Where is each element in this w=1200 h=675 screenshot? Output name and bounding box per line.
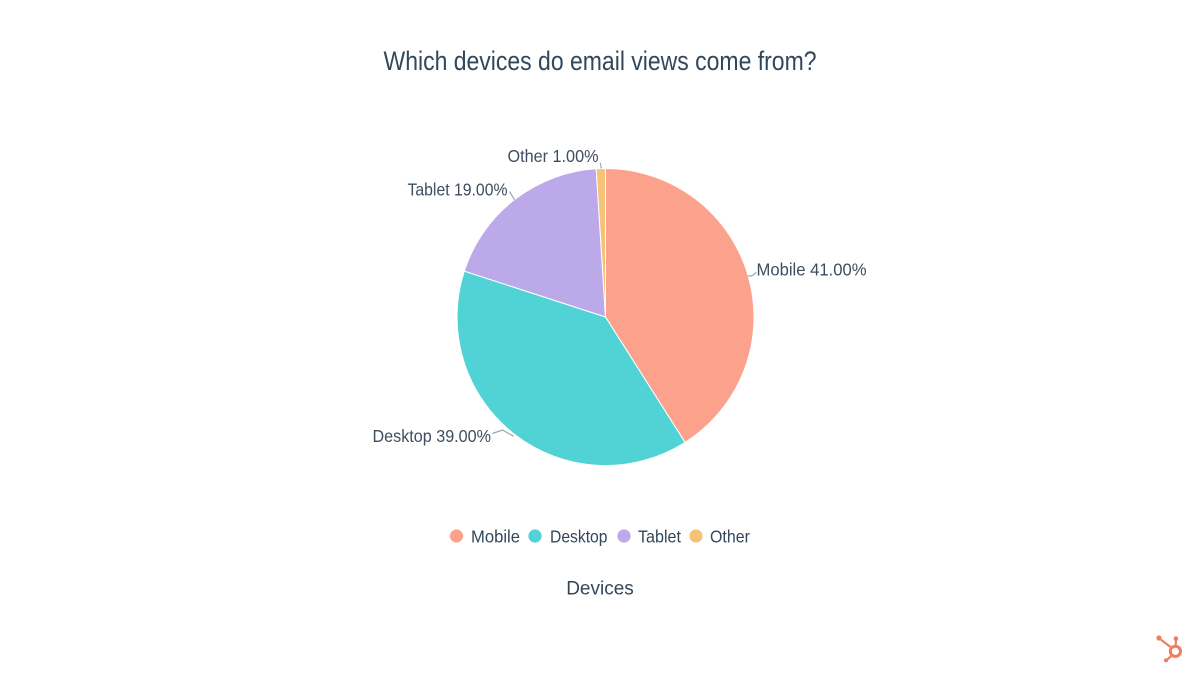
svg-text:Other 1.00%: Other 1.00%: [508, 146, 599, 166]
svg-text:Tablet 19.00%: Tablet 19.00%: [408, 180, 508, 200]
svg-text:Mobile: Mobile: [471, 527, 520, 547]
svg-text:Tablet: Tablet: [638, 527, 681, 547]
svg-text:Which devices do email views c: Which devices do email views come from?: [384, 46, 817, 76]
svg-text:Other: Other: [710, 527, 750, 547]
svg-text:Devices: Devices: [566, 579, 634, 600]
svg-text:Desktop 39.00%: Desktop 39.00%: [373, 426, 492, 446]
svg-text:Mobile 41.00%: Mobile 41.00%: [757, 260, 867, 280]
svg-text:Desktop: Desktop: [550, 527, 608, 547]
